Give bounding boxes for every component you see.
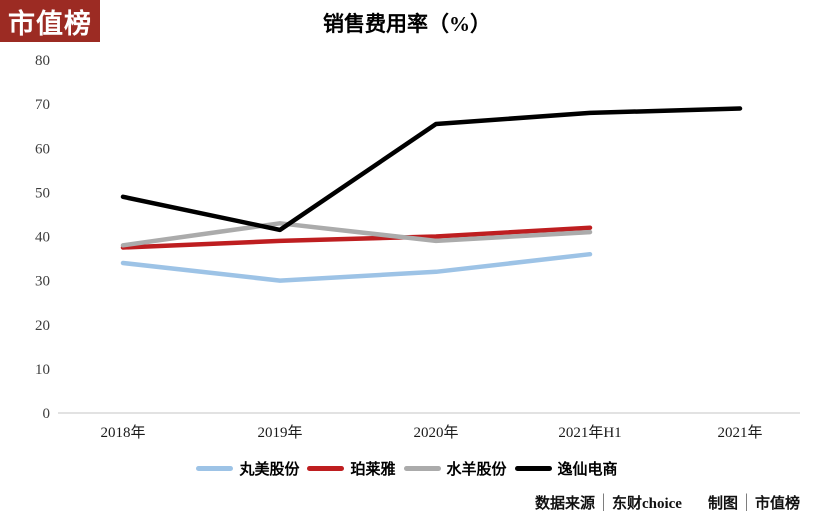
y-tick-label: 40 [35, 230, 50, 246]
legend-label: 珀莱雅 [350, 462, 396, 478]
series-line [120, 221, 593, 248]
legend-item: 丸美股份 [196, 458, 299, 479]
legend-swatch [307, 466, 345, 471]
y-tick-label: 20 [35, 318, 50, 334]
chart-legend: 丸美股份 珀莱雅 水羊股份 逸仙电商 [0, 458, 814, 479]
chart-by-value: 市值榜 [754, 496, 800, 512]
x-tick-label: 2020年 [413, 424, 458, 441]
y-tick-label: 0 [43, 406, 51, 422]
x-tick-label: 2021年H1 [558, 424, 621, 441]
footer-separator: | [744, 491, 748, 512]
source-footer: 数据来源 | 东财choice 制图 | 市值榜 [535, 492, 800, 513]
legend-item: 逸仙电商 [514, 458, 618, 479]
x-tick-label: 2019年 [257, 424, 302, 441]
series-line [120, 225, 593, 250]
legend-item: 水羊股份 [403, 458, 507, 479]
legend-swatch [403, 466, 441, 471]
legend-swatch [514, 466, 552, 471]
y-tick-label: 60 [35, 141, 50, 157]
source-label: 数据来源 [534, 496, 595, 512]
y-tick-label: 30 [35, 274, 50, 290]
source-value: 东财choice [611, 496, 682, 512]
x-tick-label: 2018年 [100, 424, 145, 441]
y-tick-label: 10 [35, 362, 50, 378]
legend-label: 丸美股份 [239, 462, 300, 478]
legend-label: 水羊股份 [446, 462, 507, 478]
legend-item: 珀莱雅 [307, 458, 396, 479]
brand-badge: 市值榜 [0, 0, 100, 42]
series-line [120, 251, 593, 283]
chart-by-label: 制图 [707, 496, 738, 512]
y-tick-label: 70 [35, 97, 50, 113]
legend-label: 逸仙电商 [557, 462, 618, 478]
y-tick-label: 80 [35, 53, 50, 69]
legend-swatch [196, 466, 234, 471]
chart-title: 销售费用率（%） [323, 12, 491, 36]
series-line [120, 106, 743, 233]
footer-separator: | [601, 491, 605, 512]
brand-badge-label: 市值榜 [8, 8, 92, 39]
x-tick-label: 2021年 [717, 424, 762, 441]
y-tick-label: 50 [35, 185, 50, 201]
